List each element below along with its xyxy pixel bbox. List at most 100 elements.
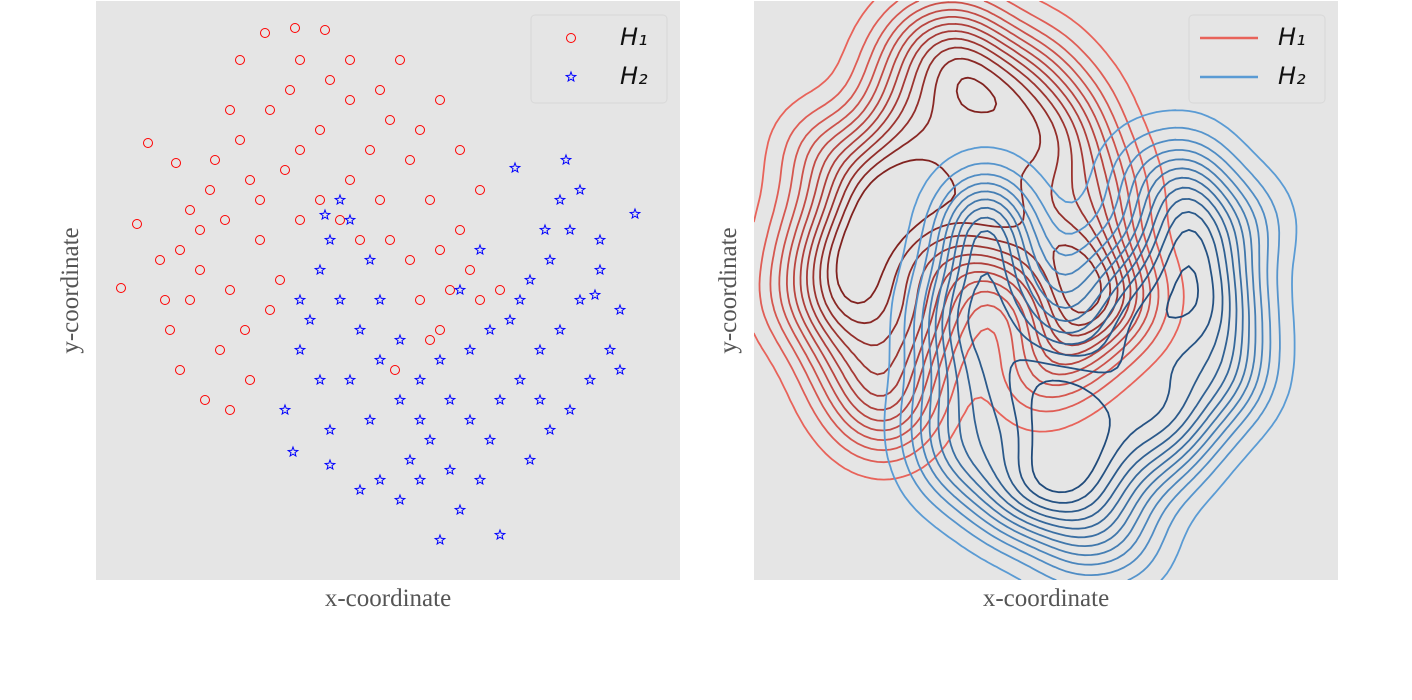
circle-point — [225, 105, 235, 115]
circle-point — [280, 165, 290, 175]
contour-line — [910, 138, 1272, 576]
circle-point — [455, 145, 465, 155]
star-point — [303, 313, 317, 326]
star-point — [493, 528, 507, 541]
circle-point — [260, 28, 270, 38]
star-point — [573, 293, 587, 306]
circle-point — [195, 265, 205, 275]
star-point — [513, 373, 527, 386]
circle-point — [160, 295, 170, 305]
subplot: x-coordinate y-coordinate H₁ H₂ — [715, 1, 1338, 612]
circle-point — [335, 215, 345, 225]
circle-point — [245, 375, 255, 385]
circle-point — [435, 245, 445, 255]
contour-line — [967, 211, 1224, 513]
circle-point — [171, 158, 181, 168]
circle-point — [235, 135, 245, 145]
star-point — [559, 153, 573, 166]
circle-point — [415, 125, 425, 135]
legend-label: H₁ — [1278, 23, 1306, 51]
circle-point — [116, 283, 126, 293]
circle-point — [455, 225, 465, 235]
marks — [116, 23, 642, 546]
contour-line — [934, 167, 1250, 547]
star-point — [363, 413, 377, 426]
star-point — [393, 393, 407, 406]
circle-point — [175, 245, 185, 255]
star-point — [393, 333, 407, 346]
star-point — [413, 473, 427, 486]
circle-point — [445, 285, 455, 295]
star-point — [353, 323, 367, 336]
star-point — [453, 283, 467, 296]
star-point — [513, 293, 527, 306]
y-axis-label: y-coordinate — [715, 227, 742, 353]
contour-line — [1030, 265, 1199, 494]
star-point — [613, 303, 627, 316]
circle-point — [290, 23, 300, 33]
star-point — [553, 193, 567, 206]
circle-point — [415, 295, 425, 305]
star-point — [563, 223, 577, 236]
contour-line — [948, 186, 1238, 530]
star-point — [443, 393, 457, 406]
star-point — [483, 433, 497, 446]
circle-point — [425, 195, 435, 205]
star-point — [286, 445, 300, 458]
circle-point — [205, 185, 215, 195]
circle-point — [345, 55, 355, 65]
circle-point — [220, 215, 230, 225]
star-point — [433, 533, 447, 546]
circle-point — [395, 55, 405, 65]
star-point — [503, 313, 517, 326]
star-point — [553, 323, 567, 336]
star-point — [473, 473, 487, 486]
circle-point — [275, 275, 285, 285]
star-point — [413, 413, 427, 426]
circle-point — [495, 285, 505, 295]
legend-label: H₂ — [620, 62, 648, 90]
star-point — [473, 243, 487, 256]
circle-point — [185, 205, 195, 215]
star-point — [593, 263, 607, 276]
circle-point — [245, 175, 255, 185]
subplot: x-coordinate y-coordinate H₁ H₂ — [57, 1, 680, 612]
circle-point — [315, 195, 325, 205]
circle-point — [210, 155, 220, 165]
circle-point — [255, 235, 265, 245]
circle-point — [375, 195, 385, 205]
x-axis-label: x-coordinate — [325, 585, 451, 612]
circle-point — [255, 195, 265, 205]
circle-point — [475, 185, 485, 195]
circle-point — [285, 85, 295, 95]
contour-line — [1008, 229, 1215, 504]
star-point — [543, 253, 557, 266]
star-point — [393, 493, 407, 506]
legend-box — [530, 14, 668, 104]
star-point — [463, 413, 477, 426]
star-point — [293, 293, 307, 306]
star-point — [533, 343, 547, 356]
circle-point — [385, 115, 395, 125]
circle-point — [385, 235, 395, 245]
circle-point — [195, 225, 205, 235]
contour-line — [826, 57, 1102, 325]
contour-line — [793, 15, 1138, 422]
circle-point — [295, 55, 305, 65]
circle-point — [320, 25, 330, 35]
star-point — [573, 183, 587, 196]
circle-point — [265, 305, 275, 315]
star-point — [323, 233, 337, 246]
star-point — [523, 273, 537, 286]
contour-line — [754, 1, 1185, 481]
star-point — [353, 483, 367, 496]
circle-point — [345, 175, 355, 185]
circle-point — [315, 125, 325, 135]
star-point — [533, 393, 547, 406]
star-point — [628, 207, 642, 220]
legend-marker — [566, 33, 576, 43]
star-point — [333, 293, 347, 306]
star-point — [333, 193, 347, 206]
contour-line — [819, 46, 1112, 347]
star-point — [373, 353, 387, 366]
